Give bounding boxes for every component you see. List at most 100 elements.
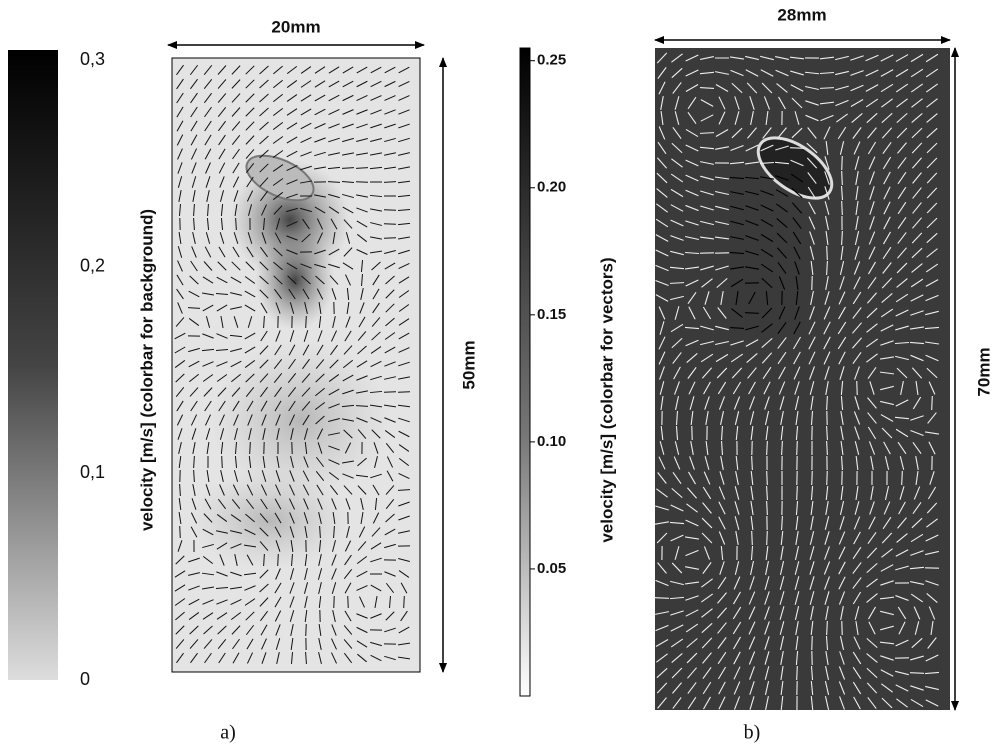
vector [719, 561, 725, 575]
vector [824, 291, 830, 305]
vector [287, 372, 297, 384]
vector [909, 326, 925, 330]
vector [371, 527, 381, 537]
vector [897, 186, 907, 200]
vector [839, 516, 845, 530]
vector [398, 417, 410, 423]
vector [260, 610, 268, 622]
vector [244, 598, 256, 606]
vector [400, 582, 408, 594]
vector [188, 598, 200, 606]
tick-label: 0.15 [537, 306, 566, 323]
vector [688, 381, 696, 395]
vector [929, 471, 935, 485]
vector [750, 545, 754, 561]
vector [319, 525, 321, 539]
vector [702, 652, 712, 664]
vector [910, 655, 924, 661]
vector [202, 528, 214, 536]
vector [866, 653, 878, 663]
vector [685, 609, 699, 617]
vector [895, 309, 909, 317]
vector [760, 176, 774, 180]
vector [217, 79, 227, 89]
vector [852, 681, 862, 695]
vector [190, 512, 198, 524]
vector [747, 127, 757, 139]
vector [244, 276, 256, 284]
vector [177, 162, 183, 174]
vector [259, 135, 269, 145]
vector [189, 625, 199, 635]
vector [925, 534, 939, 542]
vector [855, 216, 859, 230]
vector [341, 460, 355, 464]
vector [191, 176, 197, 188]
vector [670, 295, 684, 301]
vector [202, 586, 214, 590]
vector [735, 290, 739, 306]
vector [705, 411, 709, 425]
vector [385, 289, 395, 299]
vector [201, 348, 215, 352]
vector [718, 501, 726, 515]
vector [176, 78, 184, 90]
vector [673, 456, 681, 470]
vector [286, 235, 298, 241]
vector [674, 381, 680, 395]
vector [881, 532, 893, 544]
vector [897, 142, 907, 154]
vector [780, 411, 784, 425]
vector [328, 123, 340, 129]
vector [699, 132, 715, 134]
vector [884, 486, 890, 500]
vector [361, 273, 363, 287]
vector [717, 666, 727, 680]
vector [670, 534, 684, 542]
vector [717, 651, 727, 665]
vector [216, 361, 228, 367]
vector [249, 441, 251, 455]
vector [202, 304, 214, 312]
vector [670, 204, 684, 212]
vector [795, 275, 799, 291]
vector [927, 637, 937, 649]
vector [179, 525, 181, 539]
vector [731, 308, 743, 318]
vector [700, 190, 714, 196]
vector [328, 374, 340, 382]
vector [795, 650, 799, 666]
vector [233, 190, 239, 202]
vector [273, 65, 283, 75]
vector [854, 501, 860, 515]
vector [303, 456, 309, 468]
vector [745, 144, 759, 152]
vector [234, 428, 238, 440]
vector [259, 149, 269, 159]
vector [261, 232, 267, 244]
vector [176, 134, 184, 146]
vector [360, 511, 364, 525]
vector [685, 189, 699, 197]
vector [865, 69, 879, 77]
vector [259, 541, 269, 551]
tick-label: 0,3 [80, 49, 105, 69]
vector [230, 348, 242, 352]
vector [794, 261, 800, 275]
vector [216, 374, 228, 382]
vector [398, 472, 410, 480]
vector [852, 127, 862, 139]
vector [260, 400, 268, 412]
vector [218, 148, 226, 160]
vector [715, 190, 729, 196]
vector [896, 98, 908, 108]
vector [260, 190, 268, 202]
vector [715, 265, 729, 271]
vector [314, 263, 326, 269]
vector [794, 381, 800, 395]
vector [882, 231, 892, 245]
vector [819, 71, 835, 75]
vector [853, 261, 861, 275]
vector [840, 606, 844, 620]
vector [303, 512, 309, 524]
